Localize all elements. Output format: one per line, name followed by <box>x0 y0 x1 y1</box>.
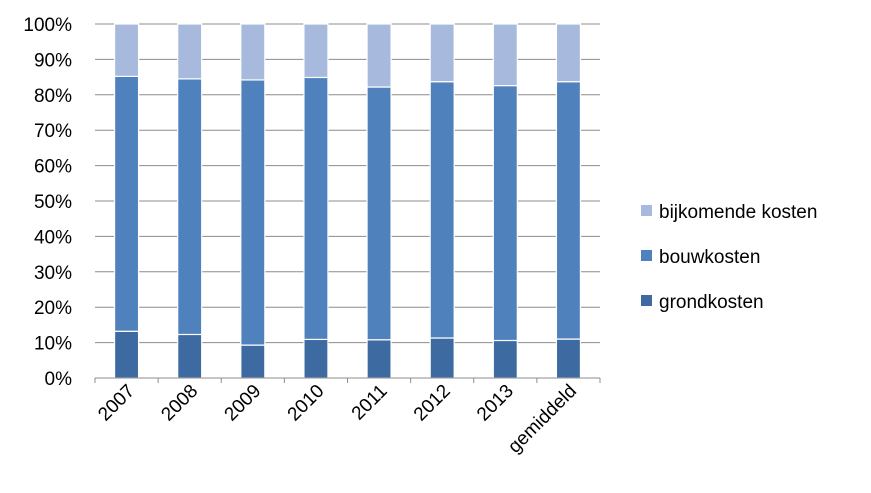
y-tick-label: 100% <box>23 15 72 36</box>
y-tick-label: 10% <box>34 334 72 355</box>
x-tick-label: 2008 <box>157 381 202 426</box>
bar-segment-bouwkosten <box>366 86 392 341</box>
bar-segment-bouwkosten <box>113 75 140 332</box>
bar-segment-grondkosten <box>366 339 392 379</box>
bar-segment-grondkosten <box>429 337 455 379</box>
y-tick-label: 80% <box>34 86 72 107</box>
gridlines <box>95 23 600 344</box>
x-tick-label: 2012 <box>410 381 455 426</box>
y-tick-label: 90% <box>34 50 72 71</box>
legend: bijkomende kosten bouwkosten grondkosten <box>641 202 817 313</box>
bar-segment-bijkomende-kosten <box>303 23 329 79</box>
bar-segment-bouwkosten <box>303 76 329 341</box>
y-tick-label: 60% <box>34 157 72 178</box>
legend-label: bouwkosten <box>659 247 760 268</box>
y-tick-label: 30% <box>34 263 72 284</box>
bar-segment-bijkomende-kosten <box>113 23 140 77</box>
legend-swatch <box>641 250 652 261</box>
y-tick-label: 0% <box>45 369 73 390</box>
bar-segment-bijkomende-kosten <box>366 23 392 88</box>
bar-segment-grondkosten <box>240 344 266 379</box>
bar-segment-bouwkosten <box>429 81 455 339</box>
bar-segment-grondkosten <box>113 330 140 379</box>
bar-segment-grondkosten <box>555 338 582 379</box>
legend-label: grondkosten <box>659 292 764 313</box>
x-tick-label: 2013 <box>473 381 518 426</box>
legend-swatch <box>641 295 652 306</box>
bar-segment-bijkomende-kosten <box>177 23 203 80</box>
x-tick-label: 2010 <box>284 381 329 426</box>
bar-segment-grondkosten <box>303 338 329 379</box>
y-tick-label: 20% <box>34 298 72 319</box>
y-tick-label: 40% <box>34 227 72 248</box>
bar-segment-grondkosten <box>177 333 203 379</box>
x-tick-label: 2009 <box>221 381 266 426</box>
bar-segment-bijkomende-kosten <box>492 23 518 87</box>
bar-segment-bouwkosten <box>492 84 518 342</box>
x-tick-label: 2011 <box>348 381 392 425</box>
bar-segment-bijkomende-kosten <box>429 23 455 83</box>
y-tick-label: 50% <box>34 192 72 213</box>
bar-segment-grondkosten <box>492 339 518 379</box>
bar-segment-bouwkosten <box>555 81 582 340</box>
x-tick-label: gemiddeld <box>504 381 581 458</box>
y-axis-tick-labels: 0% 10% 20% 30% 40% 50% 60% 70% 80% 90% 100% <box>23 15 72 390</box>
bar-segment-bijkomende-kosten <box>555 23 582 83</box>
x-tick-label: 2007 <box>94 381 139 426</box>
legend-swatch <box>641 205 652 216</box>
y-tick-label: 70% <box>34 121 72 142</box>
bar-segment-bouwkosten <box>240 79 266 346</box>
bar-segment-bijkomende-kosten <box>240 23 266 81</box>
x-axis <box>94 377 601 383</box>
bar-segment-bouwkosten <box>177 78 203 336</box>
legend-label: bijkomende kosten <box>659 202 817 223</box>
bars <box>113 23 582 379</box>
